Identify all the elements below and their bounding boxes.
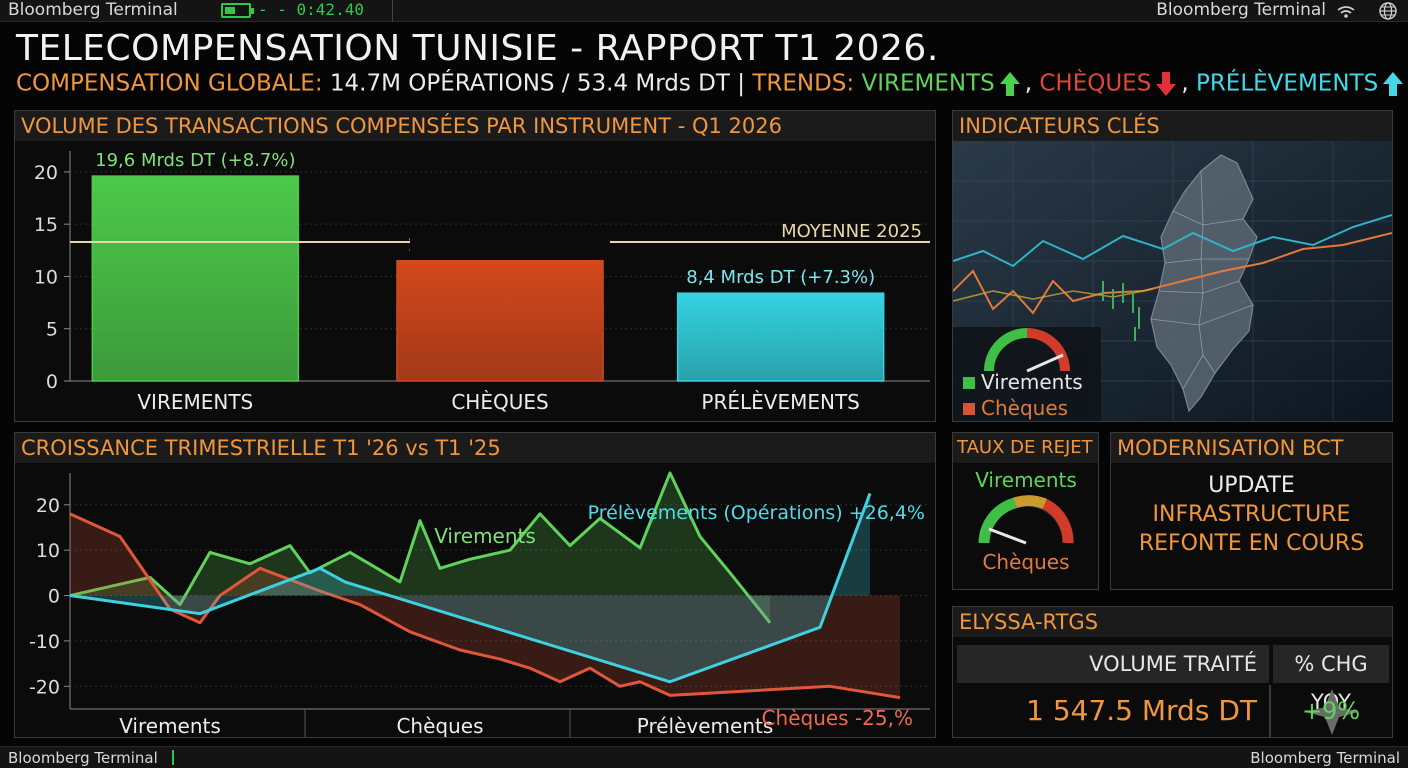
gauge-label-virements: Virements — [975, 468, 1077, 492]
sparkle-icon — [1305, 689, 1359, 735]
series-line-2 — [69, 492, 872, 684]
topbar-divider — [392, 0, 393, 22]
legend-virements: Virements — [981, 370, 1083, 394]
indicator-line-yellow — [953, 288, 1154, 302]
trend-comma: , — [1024, 70, 1033, 97]
arrow-down-icon — [1156, 71, 1177, 96]
rtgs-panel: ELYSSA-RTGS VOLUME TRAITÉ % CHG YOY 1 54… — [952, 606, 1393, 738]
gauge-needle — [988, 527, 1027, 545]
app-name-left: Bloomberg Terminal — [8, 0, 178, 20]
annotation-virements: Virements — [434, 524, 536, 548]
x-tick-label: CHÈQUES — [451, 390, 548, 414]
modernisation-panel: MODERNISATION BCT UPDATE INFRASTRUCTURE … — [1110, 432, 1393, 590]
rtgs-change-value: +9% — [1301, 697, 1361, 725]
bar-0 — [91, 175, 300, 382]
tunisia-map-visual: Virements Chèques — [953, 141, 1392, 421]
bar-data-label: 19,6 Mrds DT (+8.7%) — [95, 150, 295, 171]
volume-panel: VOLUME DES TRANSACTIONS COMPENSÉES PAR I… — [14, 110, 936, 422]
series-area-1 — [70, 513, 900, 698]
trend-virements: VIREMENTS — [861, 70, 995, 97]
average-line-label: MOYENNE 2025 — [781, 221, 922, 242]
y-tick-label: 10 — [34, 266, 58, 288]
x-category-label: Prélèvements — [637, 714, 774, 737]
bar-2 — [676, 292, 885, 382]
arrow-up-icon — [999, 71, 1020, 96]
x-tick-label: VIREMENTS — [137, 390, 253, 414]
rtgs-col-volume-header: VOLUME TRAITÉ — [957, 645, 1269, 683]
trends-label: TRENDS: — [752, 70, 855, 97]
bottom-app-name-left: Bloomberg Terminal — [8, 749, 158, 767]
x-tick-label: PRÉLÈVEMENTS — [701, 390, 859, 414]
modernisation-refonte: REFONTE EN COURS — [1138, 531, 1365, 556]
volume-panel-title: VOLUME DES TRANSACTIONS COMPENSÉES PAR I… — [15, 111, 935, 141]
modernisation-infrastructure: INFRASTRUCTURE — [1152, 502, 1351, 527]
bar-data-label: 8,4 Mrds DT (+7.3%) — [686, 267, 875, 288]
summary-separator: | — [737, 70, 746, 97]
growth-line-chart: 20 10 0 -10 -20 Virements Chèques Prélèvements V… — [29, 471, 930, 737]
battery-icon — [221, 3, 254, 18]
indicator-line-teal — [953, 214, 1392, 268]
bar-1 — [396, 260, 604, 382]
annotation-cheques: Chèques -25,% — [762, 706, 913, 730]
y-tick-label: -10 — [29, 631, 60, 653]
y-tick-label: 20 — [36, 495, 60, 517]
y-tick-label: -20 — [29, 676, 60, 698]
series-area-2 — [70, 493, 870, 682]
y-tick-label: 0 — [48, 586, 60, 608]
growth-panel-title: CROISSANCE TRIMESTRIELLE T1 '26 vs T1 '2… — [15, 433, 935, 463]
compensation-value: 14.7M OPÉRATIONS / 53.4 Mrds DT — [329, 70, 730, 97]
y-tick-label: 15 — [34, 214, 58, 236]
app-name-right: Bloomberg Terminal — [1156, 0, 1326, 20]
taux-rejet-title: TAUX DE REJET — [953, 433, 1098, 463]
rtgs-col-change-header: % CHG YOY — [1273, 645, 1389, 714]
session-timer: - - 0:42.40 — [258, 0, 364, 19]
x-category-label: Chèques — [396, 714, 483, 737]
compensation-label: COMPENSATION GLOBALE: — [16, 70, 323, 97]
summary-line: COMPENSATION GLOBALE: 14.7M OPÉRATIONS /… — [16, 70, 1408, 102]
command-cursor — [172, 750, 174, 765]
annotation-prelevements: Prélèvements (Opérations) +26,4% — [588, 502, 925, 524]
wifi-icon[interactable] — [1336, 2, 1356, 20]
trend-comma: , — [1181, 70, 1189, 97]
trend-cheques: CHÈQUES — [1039, 70, 1152, 97]
modernisation-update: UPDATE — [1208, 473, 1295, 498]
y-tick-label: 10 — [36, 540, 60, 562]
bottom-app-name-right: Bloomberg Terminal — [1250, 749, 1400, 767]
growth-panel: CROISSANCE TRIMESTRIELLE T1 '26 vs T1 '2… — [14, 432, 936, 738]
rtgs-title: ELYSSA-RTGS — [953, 607, 1392, 637]
arrow-up-icon — [1383, 71, 1404, 96]
modernisation-title: MODERNISATION BCT — [1111, 433, 1392, 463]
legend-cheques: Chèques — [981, 396, 1068, 420]
series-line-1 — [69, 512, 901, 700]
y-tick-label: 5 — [46, 319, 58, 341]
globe-icon[interactable] — [1378, 1, 1398, 21]
series-area-0 — [70, 473, 770, 623]
bottom-status-bar: Bloomberg Terminal Bloomberg Terminal — [0, 746, 1408, 768]
series-line-0 — [69, 471, 772, 624]
y-tick-label: 0 — [46, 371, 58, 393]
trend-prelevements: PRÉLÈVEMENTS — [1195, 70, 1379, 97]
y-tick-label: 20 — [34, 162, 58, 184]
indicateurs-panel: INDICATEURS CLÉS — [952, 110, 1393, 422]
reject-gauge: Virements Chèques — [975, 468, 1077, 574]
top-status-bar: Bloomberg Terminal - - 0:42.40 Bloomberg… — [0, 0, 1408, 22]
average-label-bg — [410, 229, 610, 254]
x-category-label: Virements — [119, 714, 221, 737]
gauge-needle — [1026, 353, 1064, 373]
page-title: TELECOMPENSATION TUNISIE - RAPPORT T1 20… — [16, 28, 939, 69]
indicateurs-title: INDICATEURS CLÉS — [953, 111, 1392, 141]
rtgs-volume-value: 1 547.5 Mrds DT — [1026, 694, 1257, 727]
taux-rejet-panel: TAUX DE REJET Virements Chèques — [952, 432, 1099, 590]
gauge-label-cheques: Chèques — [982, 550, 1069, 574]
